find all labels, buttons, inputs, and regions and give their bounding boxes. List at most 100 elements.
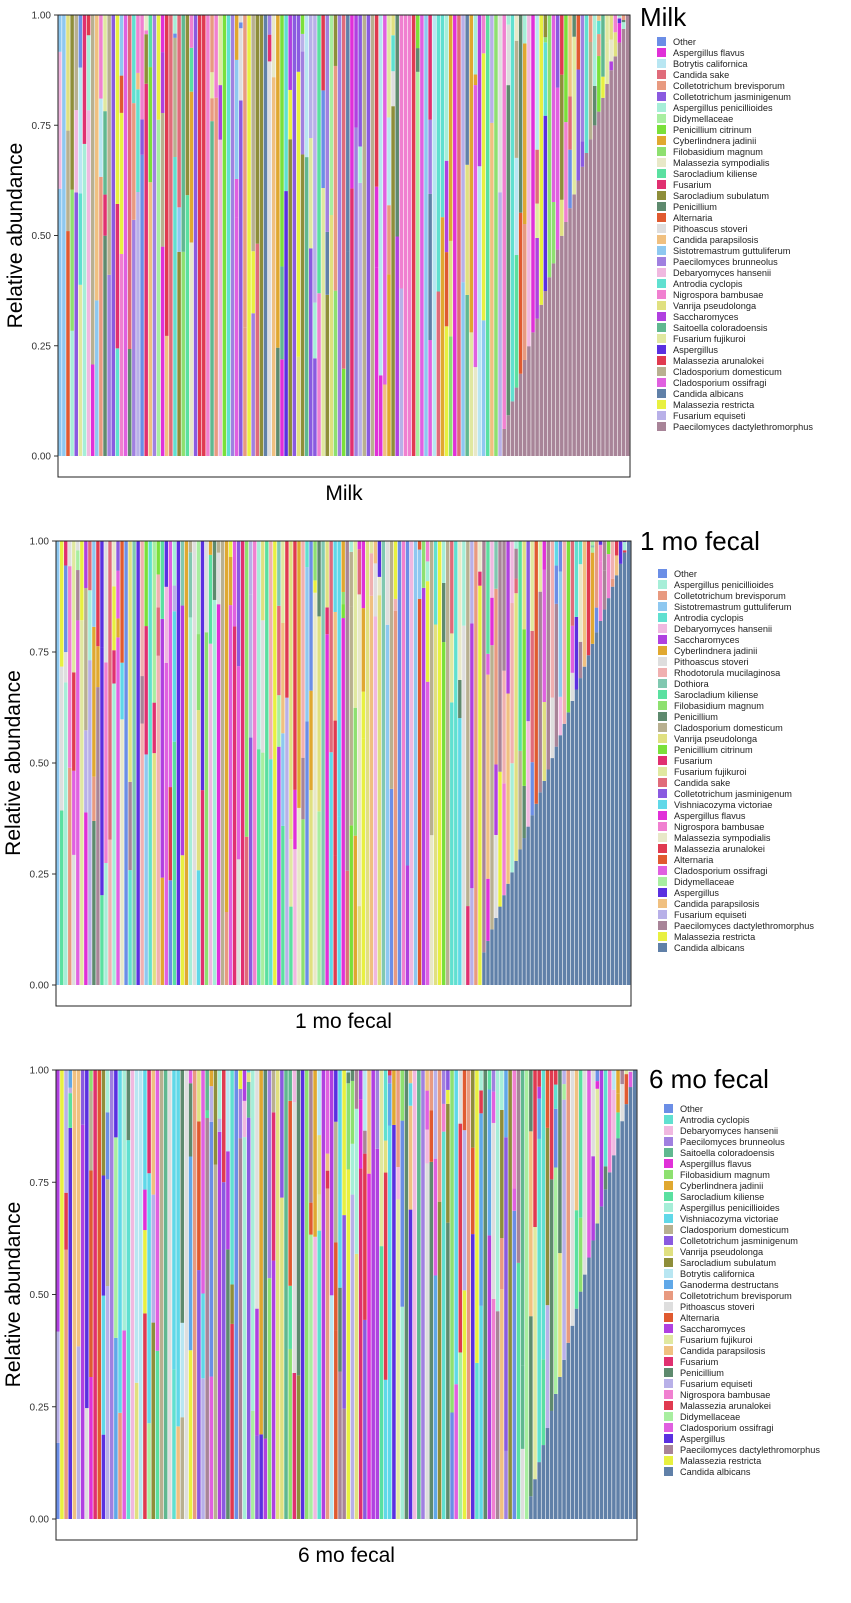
legend-label: Botrytis californica	[680, 1269, 755, 1279]
bar-segment	[595, 1088, 600, 1154]
legend-swatch	[664, 1467, 673, 1476]
bar-segment	[578, 541, 583, 565]
bar-segment	[610, 586, 615, 985]
bar-segment	[155, 1070, 160, 1351]
legend-label: Filobasidium magnum	[680, 1170, 770, 1180]
legend-item: Cladosporium ossifragi	[657, 378, 766, 388]
bar-segment	[442, 642, 446, 985]
legend-label: Pithoascus stoveri	[680, 1302, 755, 1312]
bar-segment	[88, 590, 92, 661]
legend-label: Sarocladium subulatum	[680, 1258, 776, 1268]
legend-swatch	[664, 1324, 673, 1333]
legend-swatch	[657, 125, 666, 134]
bar-segment	[143, 1070, 147, 1190]
legend-swatch	[664, 1225, 673, 1234]
bar-segment	[333, 720, 337, 856]
bar-segment	[458, 541, 462, 680]
bar-segment	[346, 1169, 351, 1519]
panel-title: 6 mo fecal	[649, 1064, 769, 1094]
bar-segment	[574, 541, 579, 617]
bar-segment	[508, 1070, 512, 1519]
legend-label: Malassezia arunalokei	[674, 844, 765, 854]
bar-segment	[506, 541, 510, 694]
bar-segment	[309, 138, 313, 249]
legend-item: Sarocladium kiliense	[657, 169, 757, 179]
bar-segment	[612, 1070, 616, 1090]
bar-segment	[217, 1118, 222, 1132]
legend-item: Debaryomyces hansenii	[658, 624, 772, 634]
bar-segment	[277, 746, 281, 985]
legend-swatch	[658, 866, 667, 875]
bar-segment	[391, 35, 395, 72]
bar-segment	[494, 15, 498, 456]
legend-swatch	[657, 356, 666, 365]
bar-segment	[72, 1070, 77, 1519]
bar-segment	[624, 1070, 629, 1075]
bar-segment	[527, 346, 531, 456]
bar-segment	[85, 1408, 89, 1519]
legend-label: Antrodia cyclopis	[673, 279, 743, 289]
bar-segment	[564, 221, 568, 456]
legend-swatch	[664, 1313, 673, 1322]
bar-segment	[144, 626, 148, 755]
bar-segment	[132, 15, 136, 104]
legend-label: Ganoderma destructans	[680, 1280, 779, 1290]
legend-swatch	[664, 1423, 673, 1432]
bar-segment	[139, 1070, 143, 1519]
legend-item: Other	[657, 37, 696, 47]
bar-segment	[132, 541, 136, 985]
bar-segment	[562, 1084, 566, 1100]
bar-segment	[204, 632, 209, 985]
bar-segment	[590, 547, 595, 553]
legend-item: Vanrija pseudolonga	[658, 734, 758, 744]
legend-item: Paecilomyces dactylethromorphus	[658, 921, 814, 931]
bar-segment	[305, 541, 309, 568]
bar-segment	[70, 330, 74, 456]
legend-swatch	[664, 1390, 673, 1399]
bar-segment	[285, 541, 289, 698]
bar-segment	[417, 541, 422, 550]
bar-segment	[86, 15, 91, 36]
bar-segment	[441, 1103, 446, 1132]
legend-item: Colletotrichum jasminigenum	[658, 789, 792, 799]
bar-segment	[309, 248, 313, 456]
bar-segment	[68, 566, 72, 768]
legend-label: Candida albicans	[680, 1467, 751, 1477]
bar-segment	[389, 788, 394, 985]
bar-segment	[526, 721, 530, 827]
legend-swatch	[658, 778, 667, 787]
bar-segment	[218, 85, 223, 140]
bar-segment	[281, 733, 285, 826]
bar-segment	[123, 15, 128, 456]
bar-segment	[297, 807, 301, 985]
bar-segment	[628, 1071, 633, 1088]
bar-segment	[226, 1070, 230, 1152]
bar-segment	[267, 15, 272, 35]
bar-segment	[369, 541, 374, 554]
bar-segment	[578, 641, 583, 679]
bar-segment	[181, 251, 185, 456]
bar-segment	[617, 42, 622, 456]
bar-segment	[140, 541, 144, 677]
bar-segment	[224, 541, 229, 913]
legend-swatch	[658, 811, 667, 820]
bar-segment	[338, 1287, 342, 1372]
bar-segment	[500, 1109, 504, 1239]
legend-label: Pithoascus stoveri	[673, 224, 748, 234]
bar-segment	[212, 541, 217, 600]
bar-segment	[164, 541, 168, 587]
bar-segment	[329, 752, 333, 985]
legend-label: Fusarium fujikuroi	[680, 1335, 753, 1345]
bar-segment	[132, 103, 136, 220]
bar-segment	[580, 15, 585, 142]
bar-segment	[144, 15, 148, 31]
bar-segment	[583, 1070, 587, 1275]
legend-item: Malassezia restricta	[658, 932, 756, 942]
bar-segment	[329, 215, 334, 456]
bar-segment	[506, 24, 511, 86]
bar-segment	[628, 1087, 633, 1519]
bar-segment	[234, 59, 239, 179]
bar-segment	[325, 1153, 330, 1171]
legend-item: Filobasidium magnum	[657, 147, 763, 157]
legend-item: Cyberlindnera jadinii	[657, 136, 756, 146]
